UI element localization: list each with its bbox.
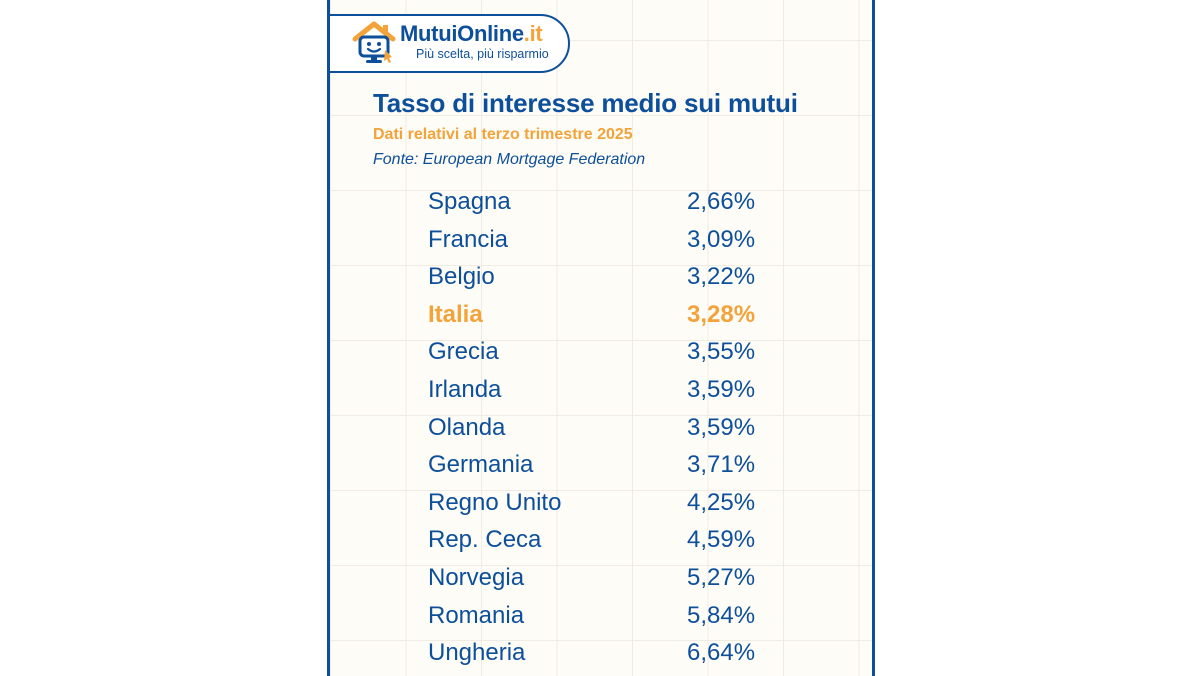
country-label: Olanda bbox=[428, 413, 506, 441]
rate-value: 3,22% bbox=[687, 263, 756, 291]
rate-value: 4,25% bbox=[687, 488, 756, 516]
brand-name: MutuiOnline.it bbox=[400, 21, 543, 46]
country-label: Italia bbox=[428, 300, 483, 328]
country-label: Ungheria bbox=[428, 639, 526, 667]
table-row: Irlanda 3,59% bbox=[330, 371, 872, 409]
rate-value: 3,59% bbox=[687, 375, 756, 403]
brand-name-main: MutuiOnline bbox=[400, 21, 524, 46]
rate-value: 2,66% bbox=[687, 188, 756, 215]
table-row: Olanda 3,59% bbox=[330, 409, 872, 447]
chart-source: Fonte: European Mortgage Federation bbox=[373, 151, 646, 168]
country-label: Irlanda bbox=[428, 375, 502, 403]
house-smiley-icon bbox=[352, 21, 396, 63]
country-label: Norvegia bbox=[428, 563, 525, 591]
rate-value: 5,84% bbox=[687, 601, 756, 629]
table-row: Spagna 2,66% bbox=[330, 183, 872, 221]
country-label: Rep. Ceca bbox=[428, 526, 542, 554]
chart-subtitle: Dati relativi al terzo trimestre 2025 bbox=[373, 126, 633, 143]
rate-value: 4,59% bbox=[687, 526, 756, 554]
country-label: Germania bbox=[428, 451, 534, 479]
country-label: Belgio bbox=[428, 263, 495, 291]
chart-title: Tasso di interesse medio sui mutui bbox=[373, 88, 798, 118]
brand-name-accent: .it bbox=[523, 21, 543, 46]
table-row: Italia 3,28% bbox=[330, 296, 872, 334]
rate-value: 3,59% bbox=[687, 413, 756, 441]
rate-value: 6,64% bbox=[687, 639, 756, 667]
country-label: Spagna bbox=[428, 188, 511, 215]
table-row: Germania 3,71% bbox=[330, 446, 872, 484]
country-label: Francia bbox=[428, 225, 509, 253]
brand-tagline: Più scelta, più risparmio bbox=[416, 47, 549, 61]
table-row: Grecia 3,55% bbox=[330, 333, 872, 371]
table-row: Romania 5,84% bbox=[330, 597, 872, 635]
rate-value: 3,71% bbox=[687, 451, 756, 479]
table-row: Francia 3,09% bbox=[330, 221, 872, 259]
country-label: Grecia bbox=[428, 338, 499, 366]
table-row: Rep. Ceca 4,59% bbox=[330, 521, 872, 559]
table-row: Regno Unito 4,25% bbox=[330, 484, 872, 522]
rates-table: Spagna 2,66% Francia 3,09% Belgio 3,22% Italia… bbox=[330, 183, 872, 672]
country-label: Romania bbox=[428, 601, 525, 629]
table-row: Norvegia 5,27% bbox=[330, 559, 872, 597]
rate-value: 3,28% bbox=[687, 300, 756, 328]
infographic-card: MutuiOnline.it Più scelta, più risparmio… bbox=[327, 0, 875, 676]
table-row: Ungheria 6,64% bbox=[330, 634, 872, 672]
rate-value: 5,27% bbox=[687, 563, 756, 591]
rate-value: 3,09% bbox=[687, 225, 756, 253]
rate-value: 3,55% bbox=[687, 338, 756, 366]
table-row: Belgio 3,22% bbox=[330, 258, 872, 296]
country-label: Regno Unito bbox=[428, 488, 562, 516]
